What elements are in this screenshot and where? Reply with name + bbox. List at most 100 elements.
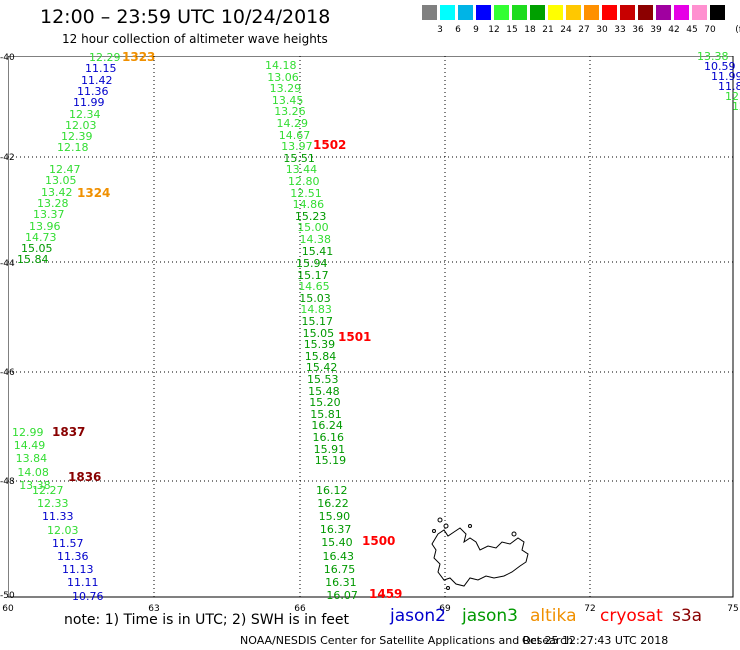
legend-swatch (566, 5, 581, 20)
wave-height-value: 11.99 (73, 96, 105, 110)
legend-label: 24 (560, 25, 572, 35)
legend-label: 18 (524, 25, 536, 35)
latitude-label: -48 (0, 477, 15, 487)
wave-height-value: 11.11 (67, 576, 99, 590)
wave-height-value: 15.17 (297, 268, 329, 282)
legend-label: 70 (704, 25, 716, 35)
islet-outline (468, 524, 472, 528)
wave-height-value: 15.48 (308, 384, 340, 398)
wave-height-value: 11.33 (42, 510, 74, 524)
legend-label: 36 (632, 25, 644, 35)
wave-height-value: 12.03 (65, 118, 97, 132)
wave-height-value: 15.91 (313, 442, 346, 456)
islet-outline (432, 529, 436, 533)
pass-time-label: 1501 (338, 330, 372, 344)
wave-height-value: 15.42 (305, 361, 338, 375)
wave-height-value: 12.29 (89, 51, 121, 64)
legend-swatch (530, 5, 545, 20)
legend-swatch (422, 5, 437, 20)
wave-height-value: 12.33 (37, 497, 69, 511)
pass-time-label: 1502 (313, 138, 347, 152)
longitude-label: 60 (2, 604, 14, 614)
wave-height-value: 13.28 (37, 196, 69, 210)
wave-height-value: 12.47 (49, 163, 81, 176)
longitude-label: 75 (727, 604, 739, 614)
wave-height-value: 14.49 (13, 439, 46, 453)
wave-height-value: 15.00 (297, 221, 329, 235)
wave-height-value: 15.05 (302, 326, 335, 340)
wave-height-value: 12 (732, 100, 740, 113)
wave-height-value: 14.67 (278, 128, 311, 142)
wave-height-value: 16.37 (319, 523, 352, 537)
wave-height-value: 15.84 (304, 349, 337, 363)
legend-swatch (548, 5, 563, 20)
wave-height-value: 15.23 (294, 209, 327, 223)
wave-height-value: 12.18 (57, 141, 89, 155)
satellite-name: jason3 (462, 606, 518, 626)
wave-height-value: 14.38 (299, 233, 332, 246)
legend-label: 9 (473, 25, 479, 35)
map-border (8, 56, 734, 598)
satellite-name: s3a (672, 606, 703, 626)
latitude-label: -50 (0, 591, 15, 601)
legend-label: 39 (650, 25, 662, 35)
wave-height-value: 11.36 (57, 550, 89, 563)
wave-height-value: 16.31 (325, 575, 357, 589)
legend-label: 15 (506, 25, 518, 35)
legend-swatch (620, 5, 635, 20)
longitude-label: 66 (294, 604, 306, 614)
pass-time-label: 1324 (77, 186, 111, 200)
longitude-label: 69 (439, 604, 451, 614)
legend-swatch (458, 5, 473, 20)
legend-swatch (656, 5, 671, 20)
graticule (8, 56, 733, 597)
legend-swatch (710, 5, 725, 20)
wave-height-value: 16.12 (316, 484, 348, 497)
legend-label: 33 (614, 25, 626, 35)
wave-height-value: 15.81 (310, 407, 342, 421)
wave-height-value: 11.36 (77, 84, 109, 98)
wave-height-value: 13.96 (29, 219, 61, 233)
legend-label: 30 (596, 25, 608, 35)
wave-height-value: 11.13 (62, 563, 94, 577)
legend-label: 21 (542, 25, 554, 35)
islet-outline (446, 586, 450, 590)
legend-swatch (674, 5, 689, 20)
wave-height-value: 15.05 (21, 242, 53, 256)
wave-height-value: 15.19 (314, 454, 347, 468)
latitude-label: -40 (0, 53, 15, 63)
map-frame (8, 56, 734, 598)
legend-swatch (638, 5, 653, 20)
wave-height-value: 15.39 (303, 338, 336, 352)
wave-height-value: 13.06 (267, 70, 299, 84)
legend-label: 3 (437, 25, 443, 35)
legend-swatch (584, 5, 599, 20)
legend-label: 27 (578, 25, 590, 35)
wave-height-value: 13.26 (274, 105, 306, 119)
legend-swatch (476, 5, 491, 20)
wave-height-value: 10.76 (72, 589, 104, 603)
legend-swatch (512, 5, 527, 20)
legend-label: 6 (455, 25, 461, 35)
pass-time-label: 1837 (52, 425, 86, 439)
wave-height-value: 15.51 (283, 151, 315, 165)
wave-height-value: 11.57 (52, 536, 84, 550)
wave-height-value: 14.86 (292, 198, 325, 212)
island-coastline (431, 527, 529, 587)
wave-height-value: 13.45 (271, 93, 304, 107)
wave-height-value: 13.37 (33, 208, 65, 222)
pass-time-label: 1500 (362, 534, 396, 548)
wave-height-value: 16.22 (317, 497, 349, 511)
wave-height-value: 14.73 (25, 230, 57, 244)
satellite-name: cryosat (600, 606, 663, 626)
legend-swatch (440, 5, 455, 20)
wave-height-value: 11.8 (718, 80, 740, 93)
longitude-label: 63 (148, 604, 160, 614)
wave-height-value: 14.18 (265, 59, 297, 72)
wave-height-value: 11.15 (85, 62, 117, 76)
pass-time-label: 1836 (68, 470, 102, 484)
pass-time-label: 1459 (369, 587, 403, 601)
kerguelen-island-outline (431, 517, 529, 590)
wave-height-value: 14.29 (276, 117, 309, 130)
legend-swatch (692, 5, 707, 20)
